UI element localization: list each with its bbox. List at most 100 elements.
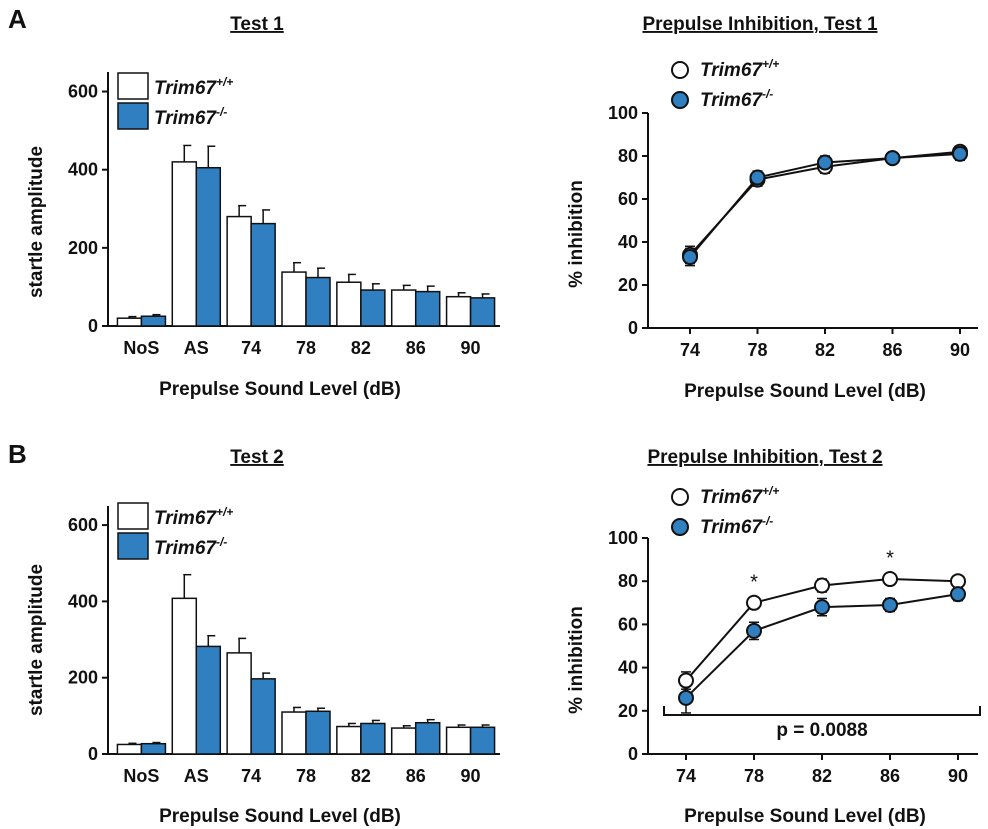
legend-label-knockout-superscript: -/- <box>216 105 227 119</box>
x-tick-label: 74 <box>680 340 700 360</box>
legend-label-knockout: Trim67-/- <box>154 535 227 559</box>
legend-label-knockout-superscript: -/- <box>762 87 773 101</box>
bar-knockout <box>140 742 167 755</box>
point-knockout <box>817 154 833 171</box>
y-tick-label: 40 <box>618 232 638 252</box>
legend-label-wildtype-name: Trim67 <box>154 508 217 529</box>
legend-swatch-wildtype <box>117 502 149 530</box>
x-tick-label: 86 <box>882 340 902 360</box>
legend-label-wildtype-superscript: +/+ <box>762 484 779 498</box>
point-knockout <box>814 599 830 616</box>
bar-knockout <box>469 297 496 327</box>
legend-swatch-knockout <box>117 102 149 130</box>
x-tick-label: 90 <box>950 340 970 360</box>
bar-knockout <box>414 721 441 755</box>
point-wildtype <box>882 571 898 588</box>
bar-wildtype <box>226 215 252 327</box>
bar-wildtype <box>116 317 143 327</box>
x-tick-label: AS <box>184 338 209 358</box>
y-axis-label: % inhibition <box>566 180 587 288</box>
x-tick-label: 78 <box>296 338 316 358</box>
legend-label-wildtype-superscript: +/+ <box>762 57 779 71</box>
x-axis-label: Prepulse Sound Level (dB) <box>159 379 401 400</box>
legend-label-wildtype: Trim67+/+ <box>154 75 233 99</box>
x-axis-label: Prepulse Sound Level (dB) <box>684 381 926 402</box>
point-wildtype <box>678 672 694 689</box>
x-tick-label: AS <box>184 766 209 786</box>
x-tick-label: 74 <box>241 338 261 358</box>
y-tick-label: 0 <box>628 318 638 338</box>
point-knockout <box>950 586 966 603</box>
bar-knockout <box>305 276 331 327</box>
x-tick-label: 82 <box>815 340 835 360</box>
y-tick-label: 100 <box>608 528 638 548</box>
y-tick-label: 200 <box>68 668 98 688</box>
x-tick-label: 78 <box>296 766 316 786</box>
bar-wildtype <box>281 711 307 755</box>
y-tick-label: 80 <box>618 571 638 591</box>
legend-label-knockout-superscript: -/- <box>216 535 227 549</box>
bar-wildtype <box>281 271 307 327</box>
y-tick-label: 20 <box>618 275 638 295</box>
bar-wildtype <box>171 161 198 327</box>
legend-marker-knockout <box>671 91 689 109</box>
y-axis-label: % inhibition <box>566 606 587 714</box>
x-tick-label: 74 <box>676 766 696 786</box>
legend-label-wildtype: Trim67+/+ <box>154 505 233 529</box>
bar-knockout <box>195 645 222 755</box>
x-tick-label: 78 <box>747 340 767 360</box>
x-tick-label: 90 <box>461 338 481 358</box>
point-wildtype <box>814 577 830 594</box>
point-knockout <box>678 689 694 706</box>
series-line-wildtype <box>685 578 959 682</box>
legend-label-wildtype-name: Trim67 <box>154 78 217 99</box>
legend-label-knockout-name: Trim67 <box>154 538 217 559</box>
point-knockout <box>746 622 762 639</box>
significance-asterisk: * <box>750 571 758 593</box>
bar-knockout <box>360 722 386 755</box>
chart-title: Test 1 <box>230 14 284 35</box>
x-tick-label: 82 <box>351 338 371 358</box>
legend-marker-wildtype <box>671 488 689 506</box>
y-tick-label: 0 <box>88 744 98 764</box>
legend-marker-wildtype <box>671 61 689 79</box>
y-tick-label: 60 <box>618 189 638 209</box>
x-tick-label: 74 <box>241 766 261 786</box>
point-knockout <box>682 249 698 266</box>
x-tick-label: 86 <box>880 766 900 786</box>
bar-wildtype <box>171 597 198 755</box>
bar-knockout <box>250 678 276 755</box>
bar-knockout <box>469 726 496 755</box>
legend-label-wildtype-superscript: +/+ <box>216 505 233 519</box>
bar-wildtype <box>390 289 417 327</box>
chart-title: Prepulse Inhibition, Test 1 <box>642 14 878 35</box>
legend-label-knockout: Trim67-/- <box>700 87 773 111</box>
x-tick-label: NoS <box>123 338 159 358</box>
legend-label-knockout-name: Trim67 <box>700 90 763 111</box>
legend-swatch-knockout <box>117 532 149 560</box>
chart-title: Prepulse Inhibition, Test 2 <box>647 447 882 468</box>
y-tick-label: 80 <box>618 146 638 166</box>
y-tick-label: 60 <box>618 614 638 634</box>
y-tick-label: 100 <box>608 103 638 123</box>
x-tick-label: 90 <box>948 766 968 786</box>
y-tick-label: 600 <box>68 82 98 102</box>
bar-knockout <box>140 315 167 327</box>
bar-wildtype <box>390 727 417 755</box>
y-axis-label: startle amplitude <box>26 146 47 298</box>
x-tick-label: 82 <box>351 766 371 786</box>
legend-swatch-wildtype <box>117 72 149 100</box>
point-wildtype <box>746 594 762 611</box>
legend-label-knockout: Trim67-/- <box>700 514 773 538</box>
significance-asterisk: * <box>886 548 894 570</box>
y-tick-label: 400 <box>68 160 98 180</box>
significance-bracket <box>663 706 981 716</box>
x-axis-label: Prepulse Sound Level (dB) <box>684 806 926 827</box>
panel-letter-b: B <box>8 439 27 469</box>
point-knockout <box>749 169 766 186</box>
legend-label-wildtype-name: Trim67 <box>700 60 763 81</box>
bar-wildtype <box>445 295 472 327</box>
point-wildtype <box>950 573 966 590</box>
test-2-inhibition-line-chart: Prepulse Inhibition, Test 2 0 20 40 60 80 100 7… <box>566 447 981 827</box>
legend-label-knockout: Trim67-/- <box>154 105 227 129</box>
